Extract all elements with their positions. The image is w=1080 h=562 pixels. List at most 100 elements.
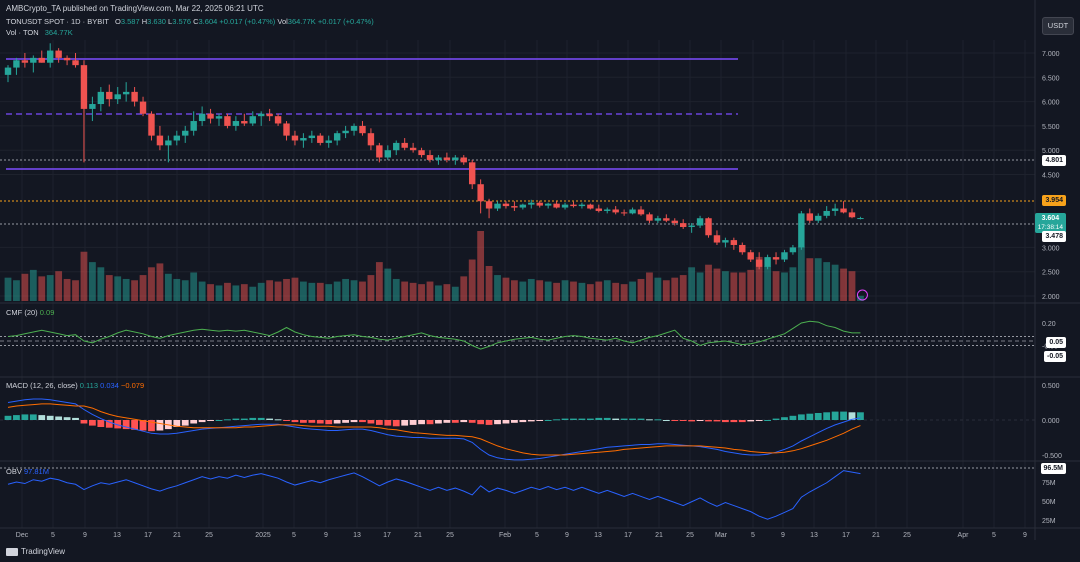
price-badge-level-high: 4.801 xyxy=(1042,155,1066,166)
macd-histogram-bar xyxy=(578,418,586,420)
candle-body xyxy=(494,203,501,209)
volume-bar xyxy=(814,258,822,301)
macd-histogram-bar xyxy=(215,420,223,421)
macd-histogram-bar xyxy=(629,418,636,420)
published-text: AMBCrypto_TA published on TradingView.co… xyxy=(6,4,264,13)
candle-body xyxy=(13,60,20,68)
candle-body xyxy=(393,142,400,151)
volume-bar xyxy=(418,284,425,301)
macd-histogram-bar xyxy=(747,420,755,422)
macd-histogram-bar xyxy=(316,420,324,424)
volume-bar xyxy=(595,281,603,301)
candle-body xyxy=(207,113,214,119)
price-tick-label: 2.000 xyxy=(1042,294,1060,301)
macd-histogram-bar xyxy=(722,420,729,423)
macd-histogram-bar xyxy=(38,415,46,420)
macd-histogram-bar xyxy=(671,420,679,421)
macd-histogram-bar xyxy=(139,420,147,431)
volume-bar xyxy=(384,268,392,301)
price-tick-label: 5.000 xyxy=(1042,148,1060,155)
time-tick-label: Mar xyxy=(715,532,728,539)
volume-bar xyxy=(511,280,518,301)
volume-bar xyxy=(477,231,485,301)
candle-body xyxy=(266,113,273,117)
price-tick-label: 5.500 xyxy=(1042,124,1060,131)
vol-ton-label[interactable]: Vol · TON xyxy=(6,28,39,37)
candle-body xyxy=(38,57,45,63)
symbol-name[interactable]: TONUSDT SPOT · 1D · BYBIT xyxy=(6,17,109,26)
candle-body xyxy=(713,235,721,243)
time-tick-label: 13 xyxy=(353,532,361,539)
volume-bar xyxy=(207,284,214,301)
macd-tick-label: 0.000 xyxy=(1042,418,1060,425)
macd-histogram-bar xyxy=(173,420,181,427)
tradingview-logo-icon xyxy=(6,547,18,556)
volume-bar xyxy=(291,277,299,301)
macd-histogram-bar xyxy=(443,420,451,423)
candle-body xyxy=(224,116,231,126)
volume-bar xyxy=(646,272,653,301)
candle-body xyxy=(604,209,611,211)
quote-currency-button[interactable]: USDT xyxy=(1042,17,1074,35)
volume-bar xyxy=(629,281,636,301)
macd-histogram-bar xyxy=(797,414,805,420)
volume-bar xyxy=(722,271,729,301)
volume-bar xyxy=(435,285,442,301)
time-tick-label: 25 xyxy=(686,532,694,539)
obv-tick-label: 75M xyxy=(1042,480,1056,487)
volume-bar xyxy=(586,284,594,301)
time-tick-label: 13 xyxy=(810,532,818,539)
candle-body xyxy=(198,113,206,122)
macd-histogram-bar xyxy=(595,417,603,420)
macd-histogram-bar xyxy=(105,420,113,428)
ohlc-open: 3.587 xyxy=(120,17,140,26)
volume-bar xyxy=(350,280,358,301)
volume-bar xyxy=(409,282,417,301)
candle-body xyxy=(72,60,79,66)
macd-histogram-bar xyxy=(451,420,459,423)
volume-bar xyxy=(755,256,763,301)
tradingview-logo[interactable]: TradingView xyxy=(6,547,65,556)
candle-body xyxy=(325,140,332,143)
volume-bar xyxy=(603,280,611,301)
volume-bar xyxy=(781,272,788,301)
candle-body xyxy=(637,209,645,215)
obv-legend-name[interactable]: OBV xyxy=(6,467,22,476)
candle-body xyxy=(274,116,282,124)
cmf-badge-upper: 0.05 xyxy=(1046,337,1066,348)
candle-body xyxy=(772,257,780,260)
volume-bar xyxy=(38,276,46,301)
obv-pane xyxy=(0,467,1035,520)
candles xyxy=(4,43,868,301)
macd-histogram-bar xyxy=(122,420,130,430)
volume-bar xyxy=(502,277,510,301)
volume-bar xyxy=(266,280,274,301)
macd-histogram-bar xyxy=(738,420,746,423)
macd-histogram-bar xyxy=(207,420,214,421)
macd-histogram-bar xyxy=(519,420,527,423)
macd-tick-label: -0.500 xyxy=(1042,453,1062,460)
macd-histogram-bar xyxy=(80,420,88,424)
time-tick-label: 25 xyxy=(903,532,911,539)
macd-histogram-bar xyxy=(502,420,510,424)
macd-histogram-bar xyxy=(764,420,771,421)
macd-histogram-bar xyxy=(527,420,535,422)
volume-bar xyxy=(443,284,451,301)
macd-histogram-bar xyxy=(131,420,138,430)
time-tick-label: 17 xyxy=(624,532,632,539)
last-price: 3.604 xyxy=(1041,215,1060,222)
volume-bar xyxy=(857,295,864,301)
macd-legend-name[interactable]: MACD (12, 26, close) xyxy=(6,381,78,390)
published-caption: AMBCrypto_TA published on TradingView.co… xyxy=(6,4,264,13)
price-badge-low-level: 3.478 xyxy=(1042,231,1066,242)
cmf-legend-name[interactable]: CMF (20) xyxy=(6,308,38,317)
volume-bar xyxy=(688,267,696,301)
volume-bar xyxy=(451,286,459,301)
macd-histogram-bar xyxy=(72,417,79,420)
volume-bar xyxy=(367,275,375,301)
macd-histogram-bar xyxy=(755,420,763,421)
volume-bar xyxy=(620,284,628,301)
cmf-pane xyxy=(0,320,1035,350)
macd-legend-v2: 0.034 xyxy=(100,381,119,390)
